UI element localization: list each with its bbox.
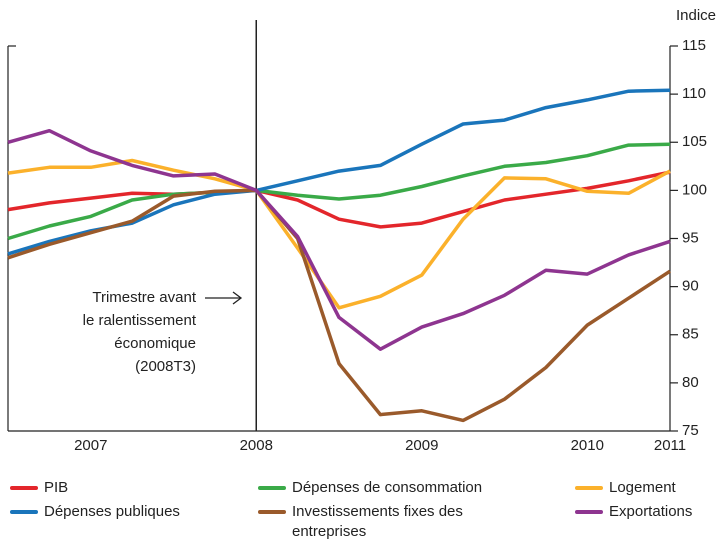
legend-item: Logement — [575, 478, 725, 498]
annotation: Trimestre avant — [92, 289, 196, 306]
y-tick-label: 115 — [682, 37, 706, 54]
legend-swatch — [10, 510, 38, 514]
legend-item: Investissements fixes des entreprises — [258, 502, 575, 542]
y-tick-label: 75 — [682, 422, 699, 439]
legend-item: PIB — [10, 478, 258, 498]
x-tick-label: 2011 — [654, 437, 686, 454]
legend-swatch — [575, 486, 603, 490]
x-tick-label: 2007 — [74, 437, 107, 454]
legend-label: Investissements fixes des entreprises — [292, 503, 463, 540]
series-line — [7, 170, 671, 229]
y-tick-label: 80 — [682, 374, 699, 391]
x-tick-label: 2008 — [240, 437, 273, 454]
legend-swatch — [258, 510, 286, 514]
y-tick-label: 105 — [682, 133, 707, 150]
legend-swatch — [575, 510, 603, 514]
legend-label: Dépenses publiques — [44, 503, 180, 520]
legend-swatch — [258, 486, 286, 490]
legend-label: Dépenses de consommation — [292, 479, 483, 496]
y-tick-label: 100 — [682, 181, 707, 198]
series-line — [7, 128, 671, 351]
legend-item: Dépenses de consommation — [258, 478, 575, 498]
annotation: économique — [114, 335, 196, 352]
legend: PIB Dépenses de consommation Logement Dépen… — [10, 478, 725, 542]
legend-item: Dépenses publiques — [10, 502, 258, 542]
chart: Indice 75 80 85 90 95 100 105 110 115 2007 2008 200… — [7, 7, 716, 454]
y-tick-label: 85 — [682, 326, 699, 343]
x-tick-label: 2010 — [571, 437, 604, 454]
legend-item: Exportations — [575, 502, 725, 542]
annotation: (2008T3) — [135, 358, 196, 375]
legend-label: PIB — [44, 479, 69, 496]
legend-label: Logement — [609, 479, 676, 496]
series-line — [7, 188, 671, 423]
y-tick-label: 110 — [682, 85, 706, 102]
y-tick-label: 95 — [682, 229, 699, 246]
y-axis-label: Indice — [676, 7, 716, 24]
x-tick-label: 2009 — [405, 437, 438, 454]
annotation-arrowhead — [232, 291, 243, 305]
annotation: le ralentissement — [83, 312, 197, 329]
legend-swatch — [10, 486, 38, 490]
legend-label: Exportations — [609, 503, 693, 520]
series-line — [7, 158, 671, 310]
series-line — [7, 142, 671, 241]
y-tick-label: 90 — [682, 278, 699, 295]
